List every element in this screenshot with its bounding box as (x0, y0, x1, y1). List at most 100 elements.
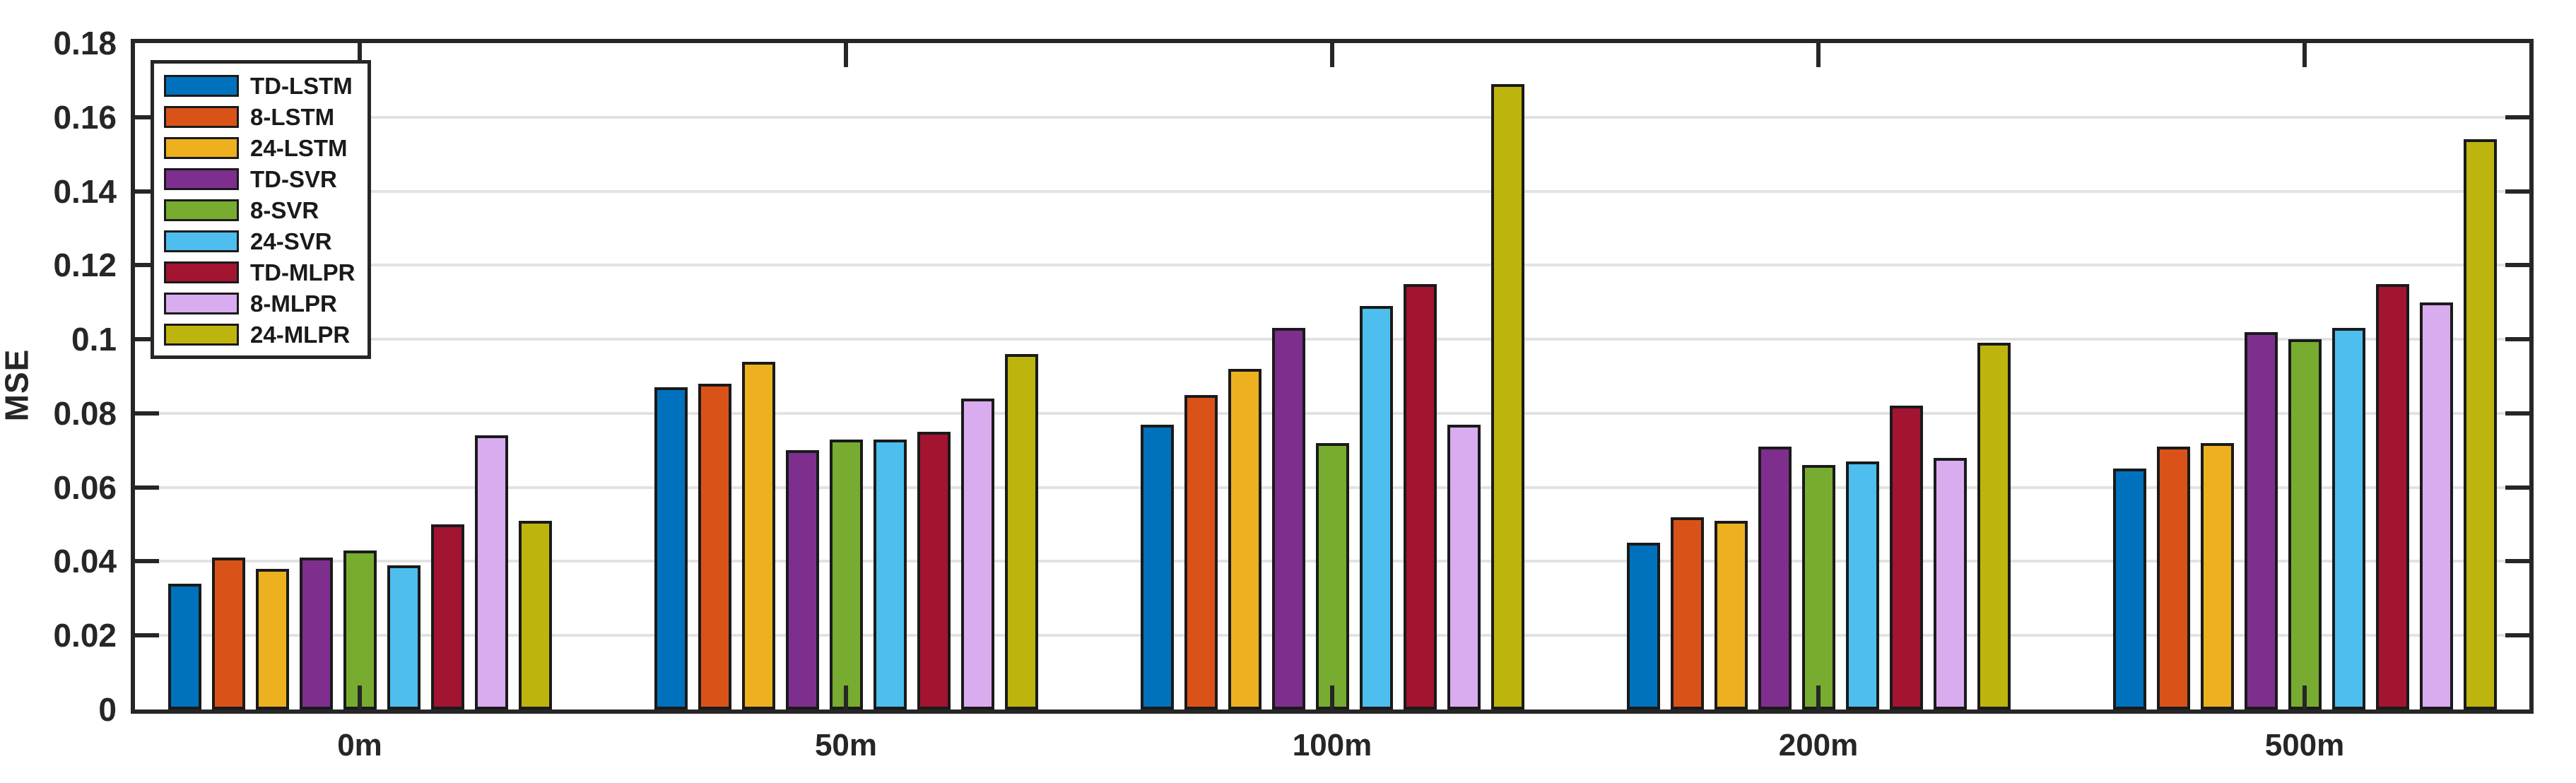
bar-24-MLPR-200m (1977, 343, 2011, 710)
y-axis-tick-left (135, 485, 159, 490)
bar-8-MLPR-100m (1447, 424, 1481, 710)
x-axis-tick-top (2302, 43, 2307, 67)
x-axis-tick-bottom (844, 685, 848, 710)
bar-TD-LSTM-50m (654, 387, 688, 710)
x-axis-tick-top (1330, 43, 1334, 67)
y-tick-label: 0.16 (53, 98, 117, 136)
y-tick-label: 0.1 (71, 321, 117, 358)
bars-layer (135, 43, 2529, 710)
bar-8-SVR-500m (2288, 339, 2322, 710)
x-axis-tick-bottom (2302, 685, 2307, 710)
bar-8-LSTM-100m (1184, 394, 1218, 710)
y-axis-tick-right (2505, 411, 2529, 416)
x-axis-tick-top (1816, 43, 1821, 67)
bar-24-SVR-0m (387, 565, 420, 710)
bar-8-LSTM-50m (698, 383, 731, 710)
gridline (135, 411, 2529, 415)
bar-8-LSTM-0m (211, 558, 245, 710)
x-tick-label-0m: 0m (337, 728, 382, 763)
x-axis-tick-bottom (1330, 685, 1334, 710)
bar-8-SVR-50m (829, 439, 863, 710)
legend-item-8-MLPR: 8-MLPR (164, 290, 355, 317)
bar-TD-SVR-0m (299, 558, 333, 710)
bar-8-MLPR-50m (960, 398, 994, 710)
gridline (135, 264, 2529, 267)
gridline (135, 338, 2529, 341)
y-axis-tick-left (135, 559, 159, 564)
y-axis-tick-left (135, 189, 159, 194)
y-axis-tick-right (2505, 559, 2529, 564)
y-tick-label: 0.06 (53, 469, 117, 506)
legend-label: 24-LSTM (250, 134, 348, 161)
legend-label: TD-MLPR (250, 259, 355, 285)
y-axis-tick-right (2505, 263, 2529, 268)
x-tick-label-500m: 500m (2264, 728, 2345, 763)
legend-label: TD-SVR (250, 165, 337, 192)
legend-swatch-8-LSTM (164, 106, 239, 128)
bar-24-MLPR-100m (1490, 83, 1524, 710)
bar-TD-MLPR-100m (1403, 283, 1437, 710)
bar-TD-LSTM-100m (1140, 424, 1174, 710)
legend-item-8-LSTM: 8-LSTM (164, 104, 355, 130)
bar-8-MLPR-200m (1933, 457, 1967, 710)
bar-TD-SVR-50m (785, 450, 819, 710)
bar-TD-MLPR-200m (1889, 406, 1923, 710)
bar-TD-MLPR-500m (2375, 283, 2409, 710)
ticks-layer (135, 43, 2529, 710)
bar-TD-SVR-500m (2244, 331, 2278, 710)
bar-24-LSTM-0m (255, 568, 289, 710)
legend-item-TD-LSTM: TD-LSTM (164, 73, 355, 99)
bar-24-LSTM-500m (2200, 442, 2234, 710)
x-axis-tick-top (844, 43, 848, 67)
y-axis-tick-right (2505, 189, 2529, 194)
bar-TD-SVR-100m (1271, 328, 1305, 710)
x-axis-tick-bottom (1816, 685, 1821, 710)
bar-TD-LSTM-0m (167, 583, 201, 710)
legend-swatch-24-SVR (164, 230, 239, 252)
bar-TD-MLPR-0m (430, 524, 464, 710)
bar-8-SVR-100m (1315, 442, 1349, 710)
y-axis-tick-left (135, 411, 159, 416)
legend-swatch-TD-LSTM (164, 75, 239, 97)
plot-area (131, 39, 2534, 714)
bar-8-LSTM-500m (2156, 447, 2190, 710)
legend-item-8-SVR: 8-SVR (164, 197, 355, 223)
y-tick-label: 0.04 (53, 543, 117, 580)
y-tick-label: 0.02 (53, 617, 117, 654)
legend-swatch-24-MLPR (164, 324, 239, 346)
legend-item-24-LSTM: 24-LSTM (164, 135, 355, 161)
bar-8-MLPR-500m (2419, 302, 2453, 710)
legend-label: 8-MLPR (250, 290, 337, 317)
legend: TD-LSTM 8-LSTM 24-LSTM TD-SVR 8-SVR 24-SVR TD-… (151, 60, 372, 359)
y-tick-label: 0 (98, 691, 117, 728)
legend-swatch-8-MLPR (164, 293, 239, 314)
bar-24-SVR-500m (2331, 328, 2365, 710)
legend-item-TD-SVR: TD-SVR (164, 166, 355, 192)
legend-label: 8-LSTM (250, 103, 335, 130)
legend-item-TD-MLPR: TD-MLPR (164, 259, 355, 285)
bar-8-LSTM-200m (1670, 517, 1704, 710)
legend-item-24-SVR: 24-SVR (164, 228, 355, 254)
gridline (135, 189, 2529, 193)
bar-24-MLPR-50m (1004, 354, 1038, 710)
bar-24-LSTM-200m (1714, 520, 1748, 710)
y-axis-tick-left (135, 337, 159, 342)
gridline (135, 115, 2529, 119)
legend-label: 24-MLPR (250, 321, 351, 348)
bar-8-SVR-0m (343, 550, 377, 710)
bar-TD-MLPR-50m (917, 432, 951, 710)
bar-TD-LSTM-500m (2112, 469, 2146, 710)
bar-8-MLPR-0m (474, 435, 508, 710)
bar-TD-SVR-200m (1758, 447, 1792, 710)
y-axis-tick-right (2505, 485, 2529, 490)
y-tick-label: 0.08 (53, 394, 117, 432)
y-axis-tick-right (2505, 633, 2529, 638)
legend-label: 8-SVR (250, 196, 319, 223)
x-tick-label-50m: 50m (814, 728, 878, 763)
legend-swatch-24-LSTM (164, 137, 239, 159)
y-axis-tick-left (135, 263, 159, 268)
legend-swatch-TD-MLPR (164, 261, 239, 283)
y-tick-label: 0.14 (53, 172, 117, 210)
y-axis-tick-left (135, 114, 159, 119)
